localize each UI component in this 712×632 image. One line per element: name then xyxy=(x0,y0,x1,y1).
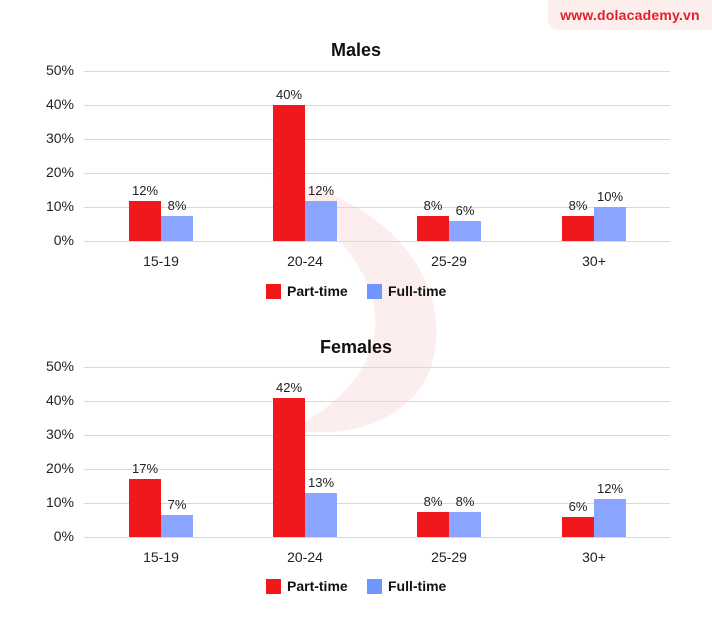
chart-title: Females xyxy=(319,337,393,357)
gridline xyxy=(84,401,670,402)
bar-value-label: 17% xyxy=(131,461,159,477)
x-tick-label: 20-24 xyxy=(287,549,323,565)
y-tick-label: 30% xyxy=(45,426,74,442)
legend-label: Full-time xyxy=(388,578,447,594)
y-tick-label: 20% xyxy=(45,164,74,180)
bar-full-time[interactable] xyxy=(161,514,193,537)
bar-full-time[interactable] xyxy=(305,200,337,241)
part-time-swatch-icon xyxy=(266,578,281,594)
legend-item-full-time[interactable]: Full-time xyxy=(367,282,446,300)
bar-part-time[interactable] xyxy=(562,215,594,241)
y-tick-label: 0% xyxy=(53,528,74,544)
x-tick-label: 30+ xyxy=(582,253,606,269)
bar-value-label: 7% xyxy=(167,496,187,512)
x-tick-label: 25-29 xyxy=(431,549,467,565)
gridline xyxy=(84,367,670,368)
bar-value-label: 8% xyxy=(423,197,443,213)
bar-value-label: 8% xyxy=(423,493,443,509)
legend-label: Full-time xyxy=(388,283,447,299)
bar-value-label: 8% xyxy=(568,197,588,213)
y-tick-label: 40% xyxy=(45,392,74,408)
y-tick-label: 50% xyxy=(45,358,74,374)
chart-title: Males xyxy=(330,40,382,60)
bar-full-time[interactable] xyxy=(449,220,481,241)
full-time-swatch-icon xyxy=(367,578,382,594)
x-tick-label: 15-19 xyxy=(143,253,179,269)
x-tick-label: 25-29 xyxy=(431,253,467,269)
gridline xyxy=(84,435,670,436)
bar-value-label: 8% xyxy=(455,493,475,509)
bar-part-time[interactable] xyxy=(417,511,449,537)
bar-value-label: 40% xyxy=(275,87,303,102)
y-tick-label: 20% xyxy=(45,460,74,476)
gridline xyxy=(84,469,670,470)
gridline xyxy=(84,207,670,208)
legend-label: Part-time xyxy=(287,283,348,299)
bar-full-time[interactable] xyxy=(161,215,193,241)
bar-full-time[interactable] xyxy=(449,511,481,537)
bar-full-time[interactable] xyxy=(594,207,626,241)
bar-full-time[interactable] xyxy=(305,492,337,537)
gridline xyxy=(84,537,670,538)
bar-full-time[interactable] xyxy=(594,498,626,537)
y-tick-label: 0% xyxy=(53,232,74,248)
bar-value-label: 12% xyxy=(131,182,159,198)
gridline xyxy=(84,173,670,174)
legend: Part-time Full-time xyxy=(0,282,712,300)
x-tick-label: 20-24 xyxy=(287,253,323,269)
y-tick-label: 50% xyxy=(45,62,74,78)
bar-part-time[interactable] xyxy=(129,200,161,241)
logo-swirl-icon xyxy=(270,180,437,433)
bar-value-label: 6% xyxy=(455,202,475,218)
bar-part-time[interactable] xyxy=(273,105,305,241)
y-tick-label: 30% xyxy=(45,130,74,146)
legend-item-full-time[interactable]: Full-time xyxy=(367,577,446,595)
y-tick-label: 40% xyxy=(45,96,74,112)
x-tick-label: 30+ xyxy=(582,549,606,565)
bar-value-label: 42% xyxy=(275,379,303,395)
x-tick-label: 15-19 xyxy=(143,549,179,565)
males-chart: Males 50% 40% 30% 20% 10% 0% 12% 8% 15-19 40% 12%… xyxy=(0,0,712,310)
legend: Part-time Full-time xyxy=(0,577,712,595)
bar-value-label: 6% xyxy=(568,498,588,514)
y-tick-label: 10% xyxy=(45,198,74,214)
bar-part-time[interactable] xyxy=(562,516,594,537)
part-time-swatch-icon xyxy=(266,283,281,299)
gridline xyxy=(84,503,670,504)
bar-part-time[interactable] xyxy=(273,397,305,537)
gridline xyxy=(84,71,670,72)
bar-part-time[interactable] xyxy=(417,215,449,241)
bar-part-time[interactable] xyxy=(129,479,161,537)
watermark-badge: www.dolacademy.vn xyxy=(548,0,712,30)
bar-value-label: 12% xyxy=(596,480,624,496)
gridline xyxy=(84,139,670,140)
watermark-text: www.dolacademy.vn xyxy=(560,7,700,23)
y-tick-label: 10% xyxy=(45,494,74,510)
legend-item-part-time[interactable]: Part-time xyxy=(266,577,348,595)
legend-item-part-time[interactable]: Part-time xyxy=(266,282,348,300)
bar-value-label: 13% xyxy=(307,474,335,490)
gridline xyxy=(84,241,670,242)
bar-value-label: 10% xyxy=(596,189,624,204)
full-time-swatch-icon xyxy=(367,283,382,299)
bar-value-label: 12% xyxy=(307,182,335,198)
gridline xyxy=(84,105,670,106)
legend-label: Part-time xyxy=(287,578,348,594)
bar-value-label: 8% xyxy=(167,197,187,213)
